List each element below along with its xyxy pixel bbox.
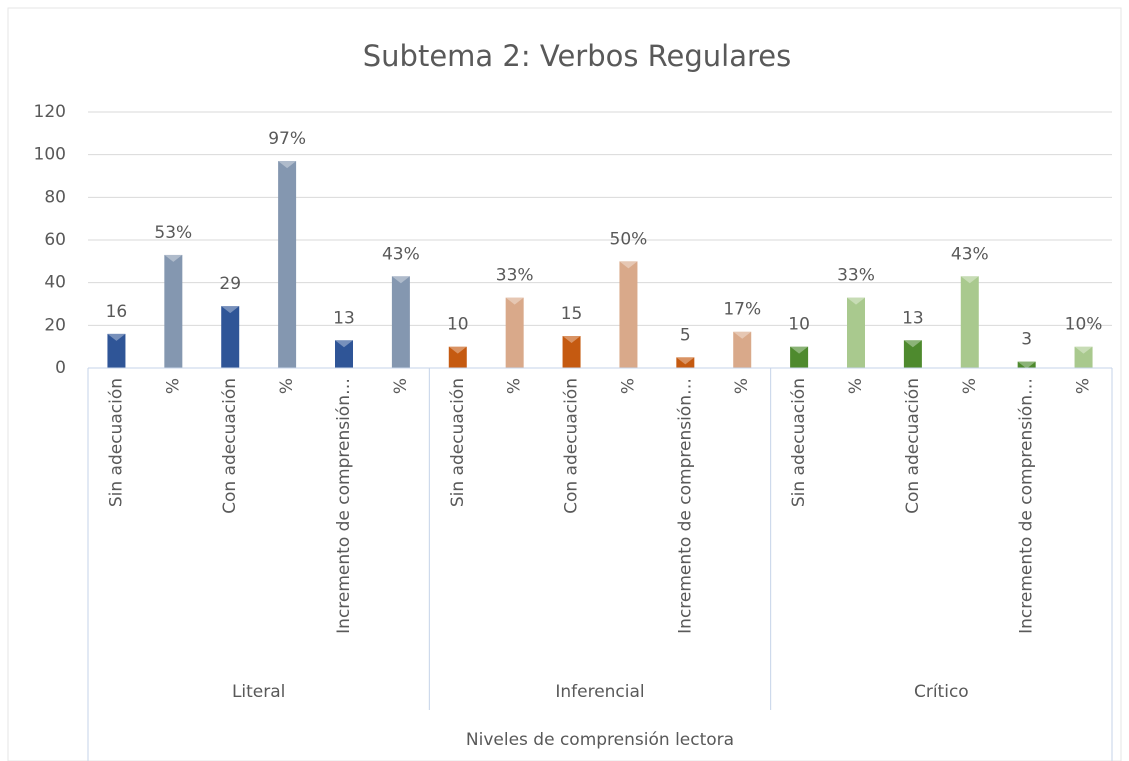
y-tick-label: 100 [34, 145, 66, 165]
bar [505, 297, 524, 368]
data-label: 10 [788, 315, 810, 335]
data-label: 97% [268, 129, 306, 149]
x-tick-label: % [960, 378, 980, 394]
bar [790, 346, 809, 368]
data-label: 43% [951, 244, 989, 264]
x-tick-label: % [391, 378, 411, 394]
bar [676, 357, 695, 368]
bar-cap [1017, 361, 1036, 369]
bar [107, 333, 126, 368]
x-tick-label: Con adecuación [220, 378, 240, 514]
bar-cap [505, 297, 524, 305]
bar-cap [278, 161, 297, 169]
x-tick-label: Sin adecuación [789, 378, 809, 507]
x-tick-label: % [277, 378, 297, 394]
data-label: 29 [219, 274, 241, 294]
bar [221, 306, 240, 368]
data-label: 10 [447, 315, 469, 335]
x-tick-label: % [846, 378, 866, 394]
data-label: 50% [610, 229, 648, 249]
data-label: 3 [1021, 330, 1032, 350]
bar-cap [562, 336, 581, 343]
y-tick-label: 80 [44, 187, 66, 207]
x-tick-label: Incremento de comprensión… [1017, 378, 1037, 634]
data-label: 33% [496, 266, 534, 286]
bar-cap [903, 340, 922, 348]
bar [960, 276, 979, 368]
data-label: 33% [837, 266, 875, 286]
bar-cap [619, 261, 638, 269]
data-label: 13 [333, 308, 355, 328]
data-label: 53% [154, 223, 192, 243]
x-tick-label: Sin adecuación [448, 378, 468, 507]
bar-cap [107, 333, 126, 341]
bar [448, 346, 467, 368]
bar [1017, 361, 1036, 368]
x-tick-label: Con adecuación [903, 378, 923, 514]
x-tick-label: % [1074, 378, 1094, 394]
bar-cap [448, 346, 467, 354]
bar [562, 336, 581, 368]
y-tick-label: 0 [55, 358, 66, 378]
data-label: 16 [106, 302, 128, 322]
bar [335, 340, 353, 368]
bar-cap [790, 346, 809, 354]
y-tick-label: 120 [34, 102, 66, 122]
bar-cap [676, 357, 695, 365]
data-label: 10% [1065, 315, 1103, 335]
group-label: Inferencial [555, 682, 644, 702]
y-tick-label: 40 [44, 273, 66, 293]
data-label: 15 [561, 304, 583, 324]
bar [164, 254, 183, 368]
bar-cap [335, 340, 353, 348]
x-tick-label: Incremento de comprensión… [675, 378, 695, 634]
chart-frame [7, 7, 1122, 761]
x-tick-label: Sin adecuación [106, 378, 126, 507]
y-tick-label: 20 [44, 315, 66, 335]
data-label: 5 [680, 325, 691, 345]
bar-cap [847, 297, 865, 305]
bar-cap [960, 276, 979, 284]
x-axis-title: Niveles de comprensión lectora [466, 730, 734, 750]
x-tick-label: % [505, 378, 525, 394]
bar-cap [1074, 346, 1093, 354]
bar [1074, 346, 1093, 368]
data-label: 17% [723, 300, 761, 320]
group-label: Crítico [914, 682, 969, 702]
bar [733, 331, 752, 368]
bar-cap [391, 276, 410, 284]
bar [619, 261, 638, 368]
x-tick-label: % [618, 378, 638, 394]
data-label: 13 [902, 308, 924, 328]
bar-cap [164, 254, 183, 262]
bar-cap [733, 331, 752, 339]
bar [847, 297, 865, 368]
group-label: Literal [232, 682, 285, 702]
data-label: 43% [382, 244, 420, 264]
bar [391, 276, 410, 368]
bar [278, 161, 297, 368]
chart-title: Subtema 2: Verbos Regulares [363, 39, 791, 73]
bar-cap [221, 306, 240, 314]
x-tick-label: % [163, 378, 183, 394]
y-tick-label: 60 [44, 230, 66, 250]
bar [903, 340, 922, 368]
x-tick-label: % [732, 378, 752, 394]
x-tick-label: Incremento de comprensión… [334, 378, 354, 634]
x-tick-label: Con adecuación [562, 378, 582, 514]
